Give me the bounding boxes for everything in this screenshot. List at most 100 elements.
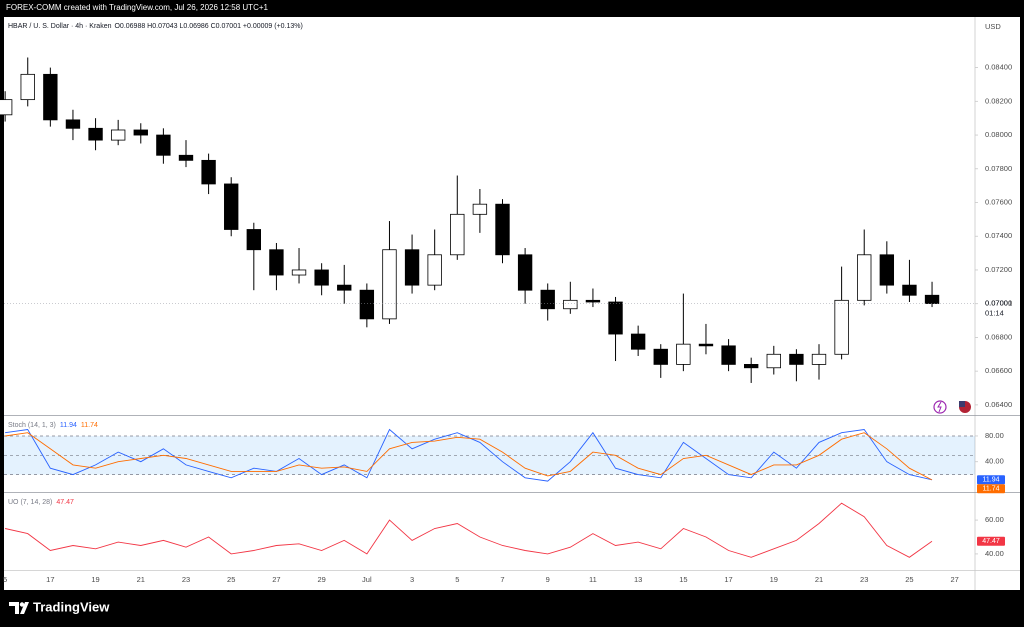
candle-body — [653, 348, 668, 365]
y-tick-label: 0.08400 — [985, 63, 1012, 72]
candle-body — [698, 343, 714, 347]
y-tick-label: 40.00 — [985, 549, 1004, 558]
candle-body — [585, 299, 601, 303]
footer-logo: TradingView — [9, 599, 110, 614]
x-tick-label: 23 — [860, 575, 868, 584]
candle-body — [133, 129, 148, 136]
currency-label: USD — [985, 22, 1001, 31]
candle-body — [0, 99, 13, 116]
candle-body — [630, 333, 646, 350]
candle-body — [427, 254, 442, 286]
value-tag — [977, 536, 1005, 546]
flag-icon — [959, 401, 965, 407]
candle-body — [178, 154, 194, 161]
candle-body — [676, 343, 691, 365]
candle-body — [540, 289, 555, 310]
candle-body — [450, 213, 465, 256]
candle-body — [879, 254, 895, 286]
y-tick-label: 0.07400 — [985, 231, 1012, 240]
y-tick-label: 80.00 — [985, 431, 1004, 440]
x-tick-label: 13 — [634, 575, 642, 584]
candle-body — [472, 203, 488, 215]
candle-body — [811, 353, 827, 365]
y-tick-label: 0.06600 — [985, 366, 1012, 375]
candle-body — [608, 301, 623, 335]
x-tick-label: 27 — [272, 575, 280, 584]
x-tick-label: 17 — [46, 575, 54, 584]
x-tick-label: 25 — [227, 575, 235, 584]
value-tag-label: 11.94 — [983, 477, 1000, 484]
x-tick-label: 29 — [317, 575, 325, 584]
y-tick-label: 0.07200 — [985, 265, 1012, 274]
brand: TradingView — [33, 599, 110, 614]
candle-body — [382, 249, 397, 320]
y-tick-label: 40.00 — [985, 457, 1004, 466]
candle-body — [495, 203, 510, 256]
candle-body — [43, 73, 58, 121]
x-tick-label: 5 — [3, 575, 7, 584]
x-tick-label: 5 — [455, 575, 459, 584]
y-tick-label: 0.07000 — [985, 299, 1012, 308]
series-line — [5, 428, 933, 482]
y-tick-label: 0.06800 — [985, 332, 1012, 341]
candle-body — [110, 129, 126, 141]
series-line — [5, 432, 933, 481]
candle-body — [20, 73, 35, 101]
pane-title: UO (7, 14, 28) — [8, 499, 52, 506]
x-tick-label: Jul — [362, 575, 372, 584]
candle-body — [314, 269, 329, 286]
candle-body — [744, 364, 759, 369]
candle-body — [337, 284, 352, 291]
x-tick-label: 17 — [724, 575, 732, 584]
legend-value: 11.94 — [60, 422, 77, 429]
series-line — [5, 502, 933, 558]
candle-body — [88, 127, 103, 141]
legend-value: 11.74 — [81, 422, 98, 429]
x-tick-label: 9 — [546, 575, 550, 584]
candle-body — [766, 353, 781, 369]
y-tick-label: 0.07800 — [985, 164, 1012, 173]
y-tick-label: 0.07600 — [985, 197, 1012, 206]
candle-body — [65, 119, 81, 129]
candle-body — [789, 353, 804, 365]
candle-body — [201, 159, 216, 185]
x-tick-label: 19 — [91, 575, 99, 584]
countdown: 01:14 — [985, 309, 1004, 318]
candle-body — [857, 254, 872, 301]
candle-body — [156, 134, 171, 156]
candle-body — [291, 269, 307, 276]
x-tick-label: 3 — [410, 575, 414, 584]
candle-body — [517, 254, 533, 291]
pane-title: HBAR / U. S. Dollar · 4h · Kraken — [8, 23, 112, 30]
candle-body — [563, 299, 578, 310]
value-tag-label: 47.47 — [982, 538, 1000, 545]
legend-value: 47.47 — [56, 499, 74, 506]
candle-body — [404, 249, 420, 286]
y-tick-label: 60.00 — [985, 515, 1004, 524]
x-tick-label: 19 — [770, 575, 778, 584]
ohlc-legend: O0.06988 H0.07043 L0.06986 C0.07001 +0.0… — [114, 23, 302, 30]
candle-body — [224, 183, 239, 230]
candle-body — [359, 289, 375, 320]
value-tag — [977, 484, 1005, 494]
x-tick-label: 15 — [679, 575, 687, 584]
x-tick-label: 21 — [815, 575, 823, 584]
candle-body — [721, 345, 736, 365]
value-tag — [977, 475, 1005, 485]
y-tick-label: 0.08000 — [985, 130, 1012, 139]
candle-body — [902, 284, 917, 296]
x-tick-label: 21 — [137, 575, 145, 584]
y-tick-label: 0.08200 — [985, 96, 1012, 105]
candle-body — [269, 249, 284, 276]
x-tick-label: 11 — [589, 575, 597, 584]
x-tick-label: 23 — [182, 575, 190, 584]
x-tick-label: 27 — [950, 575, 958, 584]
pane-title: Stoch (14, 1, 3) — [8, 422, 56, 429]
y-tick-label: 0.06400 — [985, 400, 1012, 409]
pane-icons — [933, 400, 971, 414]
icon — [937, 401, 942, 413]
x-tick-label: 25 — [905, 575, 913, 584]
x-tick-label: 7 — [500, 575, 504, 584]
logo-dot — [19, 602, 25, 607]
